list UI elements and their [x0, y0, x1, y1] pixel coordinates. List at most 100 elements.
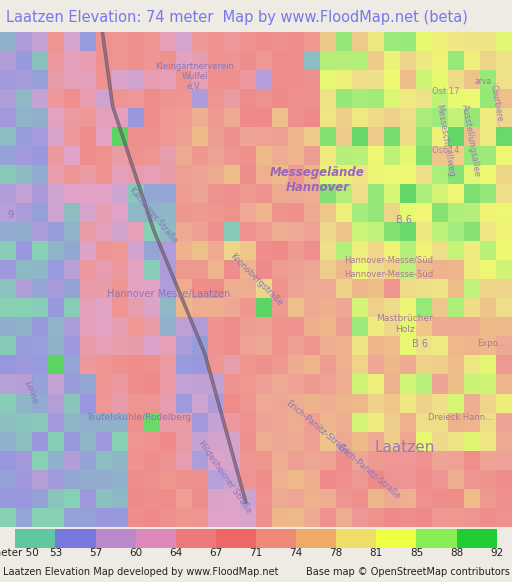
Bar — [48, 279, 64, 299]
Bar — [352, 127, 368, 146]
Text: Messegelände
Hannover: Messegelände Hannover — [270, 166, 365, 194]
Bar — [400, 450, 416, 470]
Bar — [416, 393, 432, 413]
Bar — [224, 279, 240, 299]
Bar — [496, 279, 512, 299]
Bar — [480, 146, 496, 165]
Bar — [0, 165, 16, 184]
Bar — [224, 470, 240, 489]
Bar — [80, 89, 96, 108]
Bar — [112, 356, 128, 374]
Bar — [256, 70, 272, 89]
Bar — [64, 317, 80, 336]
Bar — [0, 374, 16, 393]
Bar — [304, 432, 320, 450]
Bar — [208, 260, 224, 279]
Bar — [240, 470, 256, 489]
Bar — [0, 222, 16, 242]
Bar — [240, 89, 256, 108]
Bar — [288, 127, 304, 146]
Bar — [352, 222, 368, 242]
Bar — [208, 470, 224, 489]
Bar — [384, 299, 400, 317]
Bar — [80, 374, 96, 393]
Bar — [400, 32, 416, 51]
Bar — [32, 279, 48, 299]
Text: 67: 67 — [209, 548, 223, 558]
Bar — [256, 450, 272, 470]
Bar — [352, 184, 368, 203]
Bar — [352, 260, 368, 279]
Bar — [432, 165, 448, 184]
Bar — [496, 146, 512, 165]
Bar — [128, 51, 144, 70]
Bar — [496, 184, 512, 203]
Bar — [64, 146, 80, 165]
Bar — [16, 508, 32, 527]
Bar — [96, 529, 136, 548]
Bar — [224, 51, 240, 70]
Bar — [416, 260, 432, 279]
Bar — [336, 413, 352, 432]
Bar — [288, 432, 304, 450]
Bar — [336, 242, 352, 260]
Bar — [208, 432, 224, 450]
Bar — [272, 470, 288, 489]
Bar — [80, 356, 96, 374]
Bar — [288, 51, 304, 70]
Text: Dreieck Hann...: Dreieck Hann... — [429, 413, 493, 423]
Bar — [32, 470, 48, 489]
Bar — [160, 508, 176, 527]
Bar — [368, 260, 384, 279]
Bar — [384, 108, 400, 127]
Bar — [256, 242, 272, 260]
Bar — [320, 470, 336, 489]
Bar — [192, 450, 208, 470]
Bar — [160, 432, 176, 450]
Bar — [176, 374, 192, 393]
Bar — [432, 508, 448, 527]
Bar — [448, 89, 464, 108]
Bar — [16, 374, 32, 393]
Bar — [208, 508, 224, 527]
Bar — [480, 89, 496, 108]
Bar — [336, 70, 352, 89]
Bar — [192, 51, 208, 70]
Bar — [400, 356, 416, 374]
Bar — [368, 184, 384, 203]
Bar — [192, 279, 208, 299]
Bar — [464, 89, 480, 108]
Bar — [192, 508, 208, 527]
Bar — [304, 70, 320, 89]
Bar — [384, 32, 400, 51]
Bar — [48, 108, 64, 127]
Bar — [400, 242, 416, 260]
Bar — [496, 374, 512, 393]
Bar — [400, 317, 416, 336]
Bar — [416, 317, 432, 336]
Bar — [368, 356, 384, 374]
Bar — [448, 203, 464, 222]
Bar — [336, 146, 352, 165]
Bar — [384, 508, 400, 527]
Bar — [272, 70, 288, 89]
Bar — [240, 374, 256, 393]
Bar — [16, 317, 32, 336]
Bar — [208, 374, 224, 393]
Bar — [288, 32, 304, 51]
Bar — [128, 279, 144, 299]
Bar — [496, 356, 512, 374]
Bar — [0, 32, 16, 51]
Bar — [336, 336, 352, 356]
Bar — [0, 450, 16, 470]
Bar — [192, 32, 208, 51]
Bar — [192, 413, 208, 432]
Bar — [416, 508, 432, 527]
Bar — [112, 222, 128, 242]
Bar — [112, 203, 128, 222]
Bar — [16, 242, 32, 260]
Bar — [304, 413, 320, 432]
Bar — [272, 127, 288, 146]
Bar — [32, 70, 48, 89]
Bar — [160, 70, 176, 89]
